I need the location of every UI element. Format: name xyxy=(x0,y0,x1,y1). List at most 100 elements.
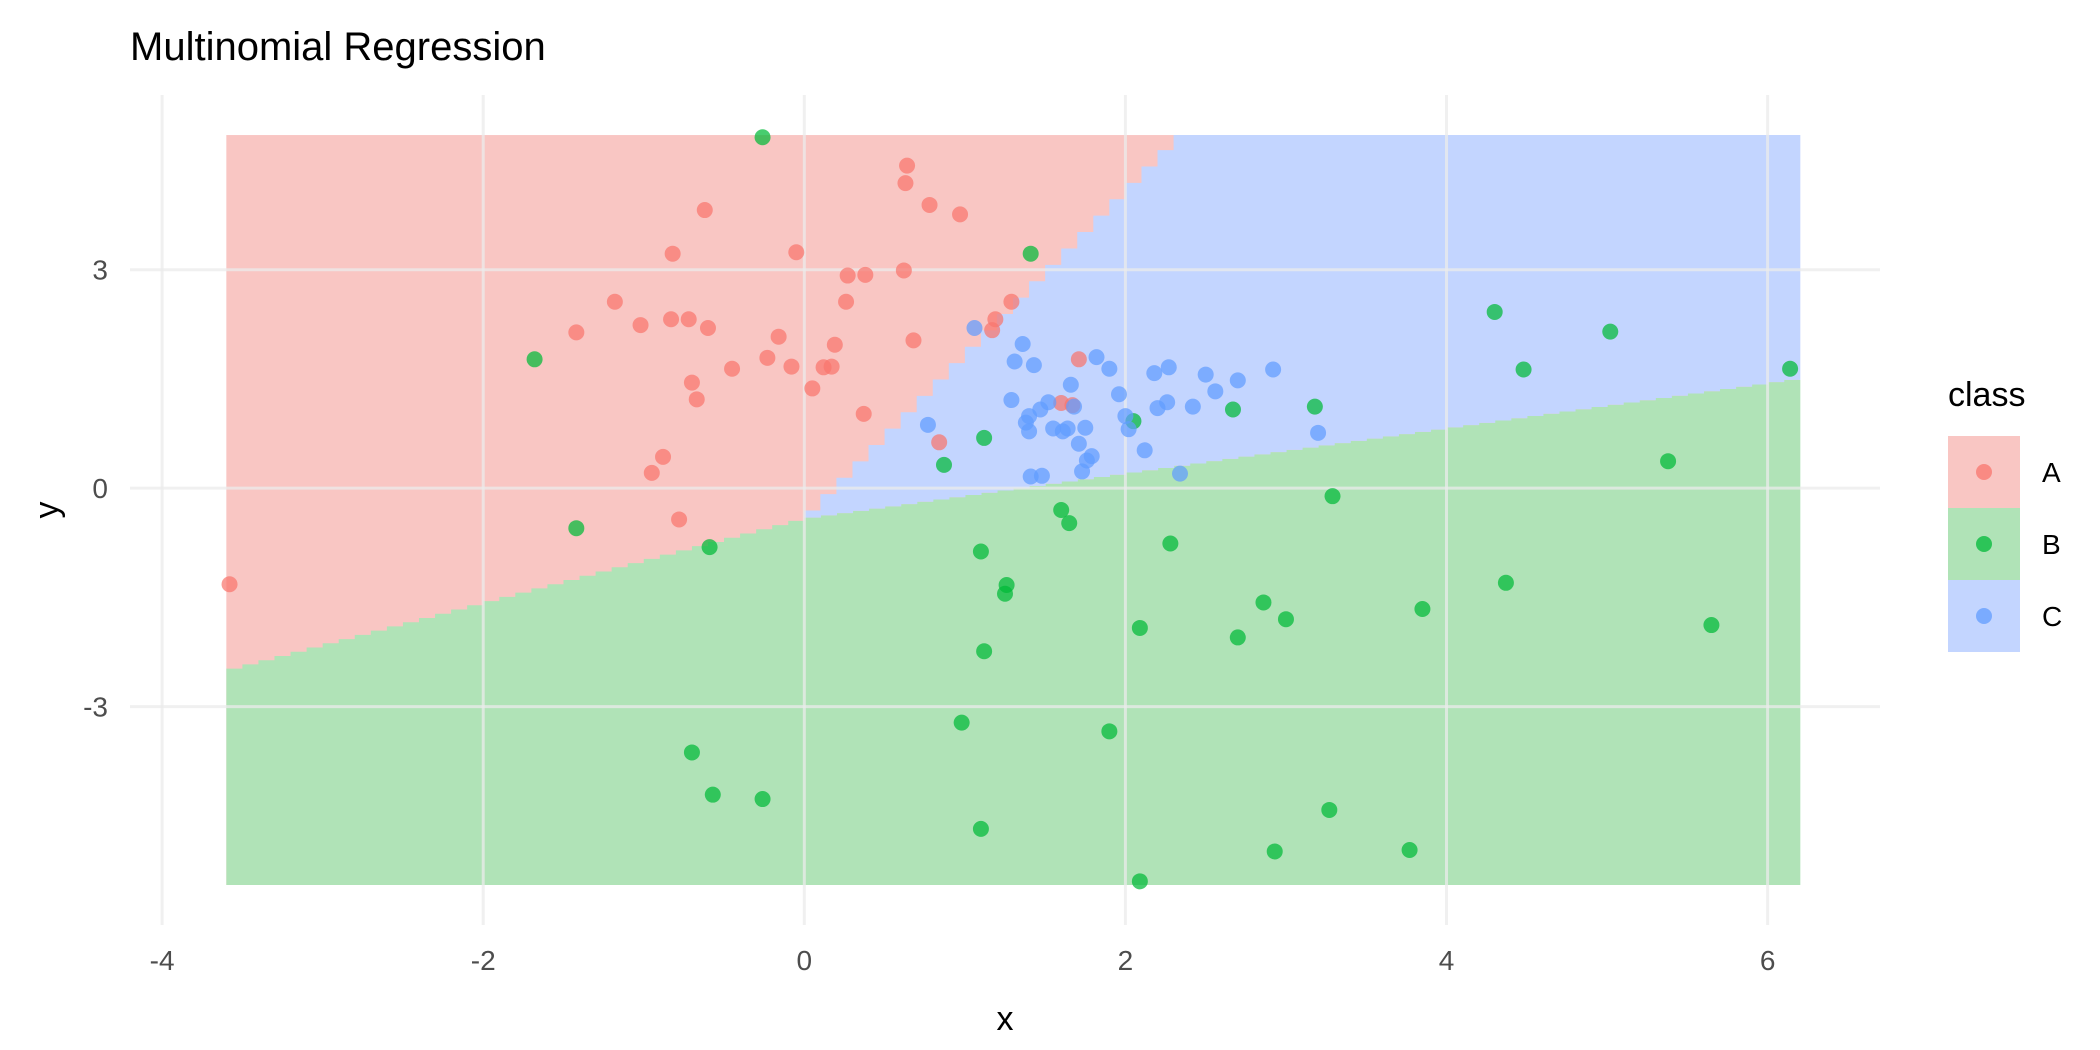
data-points xyxy=(221,129,1799,890)
legend-point-c xyxy=(1976,608,1992,624)
data-point-b xyxy=(1306,398,1323,415)
region-b xyxy=(226,379,1801,885)
data-point-b xyxy=(972,543,989,560)
data-point-a xyxy=(839,267,856,284)
data-point-a xyxy=(952,206,969,223)
data-point-b xyxy=(1131,619,1148,636)
data-point-a xyxy=(826,336,843,353)
legend-label-b: B xyxy=(2042,529,2061,560)
data-point-a xyxy=(823,358,840,375)
data-point-c xyxy=(1003,392,1020,409)
y-tick-label: 3 xyxy=(92,255,108,286)
data-point-b xyxy=(1660,453,1677,470)
data-point-b xyxy=(754,129,771,146)
data-point-a xyxy=(683,374,700,391)
data-point-c xyxy=(1040,394,1057,411)
data-point-c xyxy=(1146,365,1163,382)
data-point-b xyxy=(976,429,993,446)
x-tick-label: -2 xyxy=(471,945,496,976)
data-point-a xyxy=(838,293,855,310)
data-point-c xyxy=(1197,366,1214,383)
data-point-a xyxy=(899,157,916,174)
data-point-b xyxy=(1224,401,1241,418)
data-point-b xyxy=(1321,801,1338,818)
data-point-a xyxy=(643,464,660,481)
data-point-c xyxy=(1014,336,1031,352)
data-point-b xyxy=(1229,629,1246,646)
data-point-a xyxy=(699,319,716,336)
data-point-c xyxy=(1083,448,1100,465)
data-point-a xyxy=(921,196,938,213)
data-point-c xyxy=(1160,359,1177,376)
data-point-b xyxy=(1255,594,1272,611)
data-point-c xyxy=(1033,467,1050,484)
data-point-a xyxy=(759,349,776,366)
data-point-c xyxy=(1159,394,1176,411)
x-tick-label: 4 xyxy=(1439,945,1455,976)
data-point-a xyxy=(1003,293,1020,310)
legend-point-a xyxy=(1976,464,1992,480)
data-point-c xyxy=(1120,421,1137,438)
legend: class A B C xyxy=(1948,376,2062,652)
data-point-c xyxy=(1229,372,1246,389)
data-point-b xyxy=(704,786,721,803)
legend-point-b xyxy=(1976,536,1992,552)
data-point-b xyxy=(1401,842,1418,859)
data-point-b xyxy=(1162,535,1179,552)
data-point-c xyxy=(1310,424,1327,441)
data-point-b xyxy=(1053,502,1070,518)
y-tick-label: 0 xyxy=(92,473,108,504)
data-point-a xyxy=(724,360,741,377)
data-point-a xyxy=(606,293,623,310)
data-point-c xyxy=(1025,357,1042,374)
data-point-c xyxy=(1184,398,1201,415)
data-point-c xyxy=(1062,376,1079,393)
x-axis-title: x xyxy=(997,1000,1014,1038)
data-point-c xyxy=(1059,420,1076,437)
data-point-a xyxy=(931,434,948,451)
data-point-a xyxy=(671,511,688,528)
data-point-a xyxy=(788,244,805,261)
data-point-a xyxy=(855,405,872,422)
data-point-b xyxy=(1782,360,1799,377)
data-point-c xyxy=(919,416,936,433)
data-point-c xyxy=(1077,419,1094,436)
data-point-a xyxy=(655,448,672,465)
data-point-a xyxy=(664,245,681,262)
data-point-a xyxy=(568,324,585,341)
data-point-a xyxy=(663,311,680,328)
data-point-b xyxy=(1324,488,1341,505)
data-point-c xyxy=(1172,465,1188,482)
x-tick-label: 2 xyxy=(1118,945,1134,976)
data-point-c xyxy=(1088,349,1105,366)
data-point-c xyxy=(1070,435,1087,452)
data-point-c xyxy=(1101,360,1118,377)
data-point-a xyxy=(895,262,912,279)
data-point-a xyxy=(632,317,649,334)
data-point-b xyxy=(526,351,543,368)
data-point-b xyxy=(754,791,771,808)
data-point-b xyxy=(1497,574,1514,591)
data-point-c xyxy=(1021,423,1038,440)
data-point-c xyxy=(1066,398,1083,415)
data-point-b xyxy=(568,520,585,537)
y-axis-title: y xyxy=(28,502,66,519)
data-point-a xyxy=(770,328,787,345)
data-point-a xyxy=(221,576,238,593)
data-point-b xyxy=(1277,611,1294,628)
x-tick-label: 6 xyxy=(1760,945,1776,976)
data-point-a xyxy=(1070,351,1087,368)
data-point-a xyxy=(804,380,821,397)
data-point-b xyxy=(997,585,1013,602)
data-point-b xyxy=(1131,873,1148,890)
data-point-b xyxy=(1266,843,1283,860)
data-point-a xyxy=(680,311,697,328)
data-point-a xyxy=(905,332,922,349)
data-point-c xyxy=(966,319,983,336)
data-point-b xyxy=(976,643,993,660)
data-point-b xyxy=(972,820,989,837)
decision-regions xyxy=(226,135,1801,885)
data-point-b xyxy=(701,539,718,556)
legend-label-c: C xyxy=(2042,601,2062,632)
